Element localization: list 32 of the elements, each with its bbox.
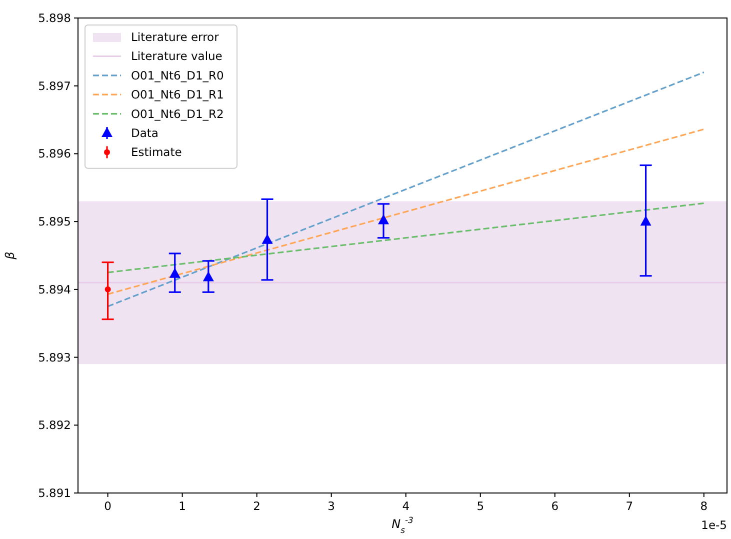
legend-label: O01_Nt6_D1_R0: [131, 68, 224, 82]
x-tick-label: 5: [476, 499, 484, 513]
point: [378, 214, 389, 224]
point: [202, 271, 214, 282]
x-tick-label: 7: [626, 499, 634, 513]
x-tick-label: 3: [328, 499, 336, 513]
x-tick-label: 2: [253, 499, 260, 513]
x-tick-label: 8: [700, 499, 708, 513]
y-axis-title: β: [3, 251, 17, 260]
text: 1e-5: [701, 518, 727, 532]
x-tick-label: 4: [402, 499, 410, 513]
y-tick-label: 5.894: [38, 282, 71, 296]
y-tick-label: 5.891: [38, 486, 71, 500]
legend-label: Estimate: [131, 145, 182, 160]
y-tick-label: 5.895: [38, 214, 71, 229]
point: [262, 234, 273, 244]
x-tick-label: 0: [104, 499, 112, 513]
legend-label: Data: [131, 126, 158, 140]
point: [104, 286, 111, 292]
point: [640, 216, 652, 226]
legend-label: O01_Nt6_D1_R1: [131, 88, 224, 102]
x-tick-label: 6: [551, 499, 559, 513]
y-tick-label: 5.892: [38, 418, 71, 432]
legend-label: Literature value: [131, 49, 222, 64]
y-tick-label: 5.893: [38, 350, 71, 364]
point: [169, 268, 180, 278]
legend-label: O01_Nt6_D1_R2: [131, 106, 224, 121]
y-tick-label: 5.897: [38, 78, 71, 93]
y-tick-label: 5.896: [38, 146, 71, 161]
legend-label: Literature error: [131, 30, 220, 44]
x-tick-label: 1: [178, 499, 186, 513]
y-tick-label: 5.898: [38, 11, 71, 25]
